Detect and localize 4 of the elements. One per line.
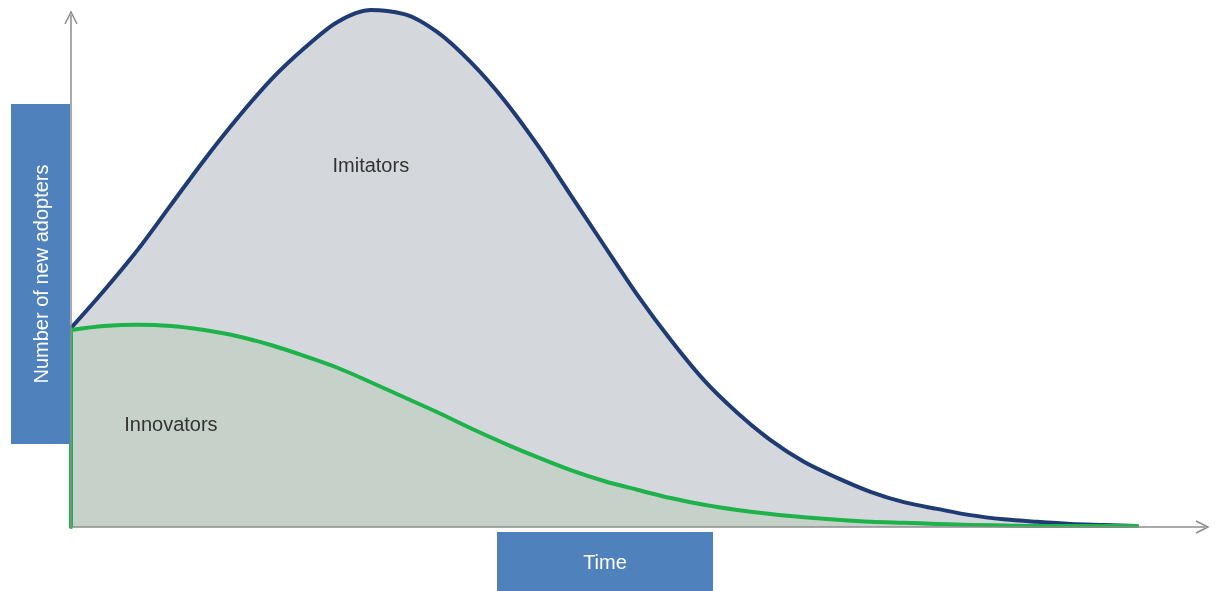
series-label: Imitators	[332, 154, 410, 177]
series-label: Innovators	[124, 412, 218, 435]
y-axis-title: Number of new adopters	[30, 164, 52, 384]
x-axis-title: Time	[583, 551, 627, 573]
